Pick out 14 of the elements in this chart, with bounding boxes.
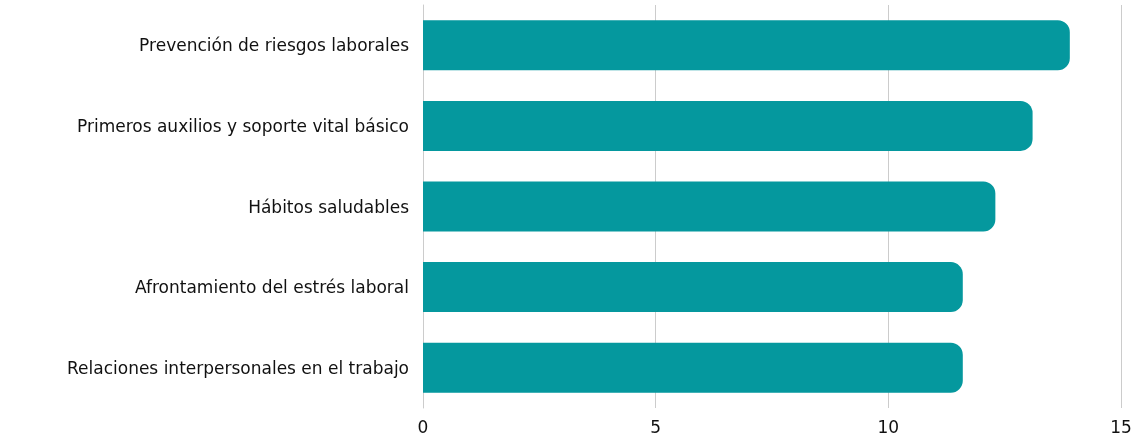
y-tick-label: Primeros auxilios y soporte vital básico <box>76 115 409 136</box>
bar <box>423 100 1033 151</box>
x-tick-label: 10 <box>877 416 900 437</box>
y-tick-label: Relaciones interpersonales en el trabajo <box>67 357 409 378</box>
bar <box>423 262 963 313</box>
bar <box>423 181 996 232</box>
x-tick-label: 15 <box>1110 416 1132 437</box>
y-tick-label: Prevención de riesgos laborales <box>139 35 410 56</box>
y-tick-label: Hábitos saludables <box>248 196 410 217</box>
bar <box>423 20 1070 71</box>
y-tick-label: Afrontamiento del estrés laboral <box>134 277 409 298</box>
bar <box>423 342 963 393</box>
x-tick-label: 0 <box>417 416 429 437</box>
x-tick-label: 5 <box>650 416 662 437</box>
